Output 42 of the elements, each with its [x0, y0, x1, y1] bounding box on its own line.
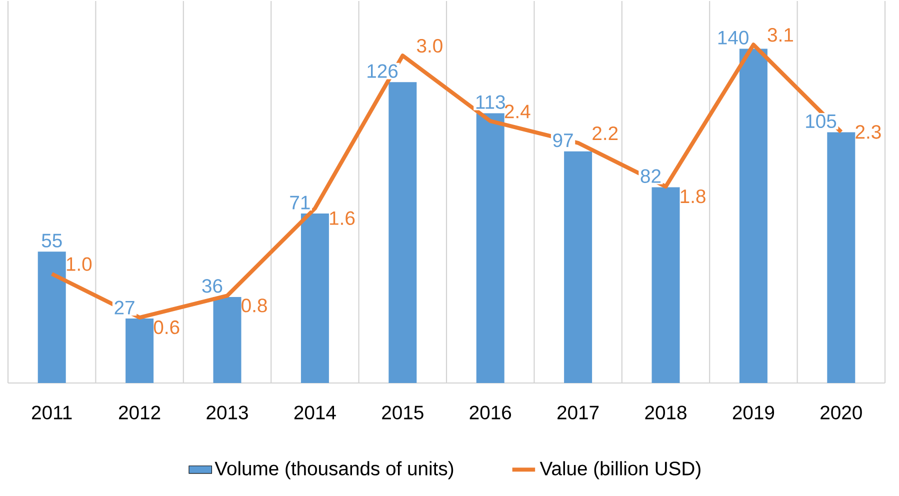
data-label: 3.0 — [416, 38, 442, 53]
legend-label: Value (billion USD) — [540, 461, 700, 480]
bar — [564, 151, 592, 383]
data-label: 126 — [368, 64, 398, 78]
data-label: 2.2 — [592, 126, 618, 140]
data-label: 82 — [640, 169, 661, 183]
data-label: 97 — [553, 133, 573, 148]
x-tick-label: 2013 — [206, 406, 248, 420]
bar — [300, 213, 329, 383]
x-tick-label: 2015 — [382, 406, 424, 420]
bar — [739, 48, 768, 383]
x-tick-label: 2014 — [294, 406, 336, 420]
x-tick-label: 2017 — [558, 406, 599, 420]
x-tick-label: 2019 — [732, 406, 774, 420]
data-label: 27 — [114, 300, 134, 314]
data-label: 36 — [202, 279, 222, 293]
data-label: 1.0 — [66, 257, 92, 271]
data-label: 2.4 — [504, 104, 530, 118]
bar — [388, 82, 417, 383]
data-label: 140 — [718, 30, 748, 44]
bar — [126, 318, 154, 383]
data-label: 0.6 — [154, 320, 180, 334]
data-label: 0.8 — [242, 298, 267, 312]
data-label: 105 — [806, 114, 836, 128]
bar — [476, 113, 504, 383]
x-tick-label: 2016 — [470, 406, 512, 420]
bar — [213, 297, 242, 383]
bar — [38, 252, 66, 383]
data-label: 3.1 — [768, 28, 793, 42]
x-tick-label: 2020 — [820, 406, 862, 420]
data-label: 1.6 — [330, 211, 355, 225]
data-label: 55 — [42, 234, 62, 248]
legend-label: Volume (thousands of units) — [214, 461, 454, 480]
data-label: 1.8 — [680, 189, 706, 204]
bar — [652, 187, 680, 383]
data-label: 2.3 — [856, 125, 881, 139]
x-tick-label: 2012 — [119, 406, 160, 420]
data-label: 113 — [476, 95, 505, 109]
x-tick-label: 2018 — [645, 406, 686, 420]
bar — [827, 132, 856, 383]
x-tick-label: 2011 — [32, 406, 72, 420]
data-label: 71 — [290, 196, 310, 210]
